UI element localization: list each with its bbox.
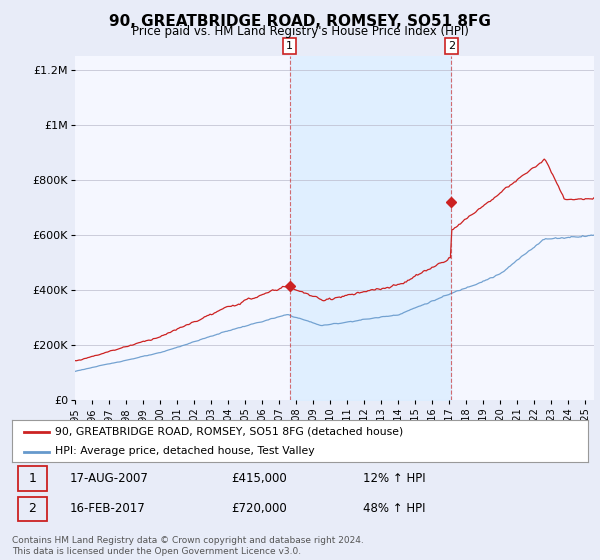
Text: £415,000: £415,000 xyxy=(231,472,287,485)
Text: HPI: Average price, detached house, Test Valley: HPI: Average price, detached house, Test… xyxy=(55,446,315,456)
Text: 1: 1 xyxy=(28,472,36,485)
Text: 2: 2 xyxy=(28,502,36,515)
Text: 2: 2 xyxy=(448,41,455,51)
Bar xyxy=(18,497,47,521)
Text: 90, GREATBRIDGE ROAD, ROMSEY, SO51 8FG: 90, GREATBRIDGE ROAD, ROMSEY, SO51 8FG xyxy=(109,14,491,29)
Text: 1: 1 xyxy=(286,41,293,51)
Bar xyxy=(18,466,47,491)
Text: 17-AUG-2007: 17-AUG-2007 xyxy=(70,472,148,485)
Text: 16-FEB-2017: 16-FEB-2017 xyxy=(70,502,145,515)
Text: £720,000: £720,000 xyxy=(231,502,287,515)
Text: 12% ↑ HPI: 12% ↑ HPI xyxy=(364,472,426,485)
Text: Price paid vs. HM Land Registry's House Price Index (HPI): Price paid vs. HM Land Registry's House … xyxy=(131,25,469,38)
Text: 90, GREATBRIDGE ROAD, ROMSEY, SO51 8FG (detached house): 90, GREATBRIDGE ROAD, ROMSEY, SO51 8FG (… xyxy=(55,427,403,437)
Text: 48% ↑ HPI: 48% ↑ HPI xyxy=(364,502,426,515)
Text: Contains HM Land Registry data © Crown copyright and database right 2024.
This d: Contains HM Land Registry data © Crown c… xyxy=(12,536,364,556)
